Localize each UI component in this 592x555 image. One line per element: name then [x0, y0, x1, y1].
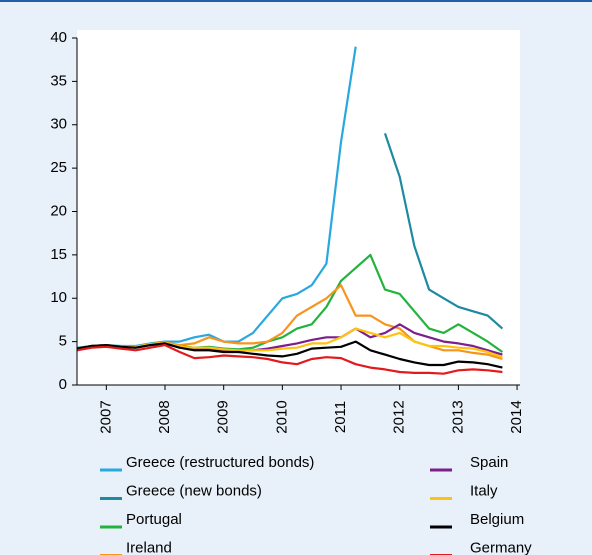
y-tick-label: 15 [50, 246, 67, 263]
y-tick-label: 5 [59, 333, 67, 350]
y-tick-label: 40 [50, 29, 67, 46]
top-border [0, 0, 592, 2]
legend-label: Italy [470, 482, 498, 499]
legend-label: Portugal [126, 511, 182, 528]
y-tick-label: 30 [50, 116, 67, 133]
x-tick-label: 2009 [215, 400, 232, 433]
x-tick-label: 2011 [332, 401, 349, 433]
y-tick-label: 10 [50, 289, 67, 306]
x-tick-label: 2007 [97, 400, 114, 433]
y-tick-label: 20 [50, 202, 67, 219]
legend-label: Ireland [126, 539, 172, 555]
y-tick-label: 0 [59, 376, 67, 393]
x-tick-label: 2010 [273, 400, 290, 433]
legend-label: Spain [470, 454, 508, 471]
plot-area [77, 30, 520, 385]
series-line [76, 340, 503, 369]
x-tick-label: 2014 [508, 400, 525, 433]
legend-label: Belgium [470, 511, 524, 528]
x-tick-label: 2008 [156, 400, 173, 433]
series-line [76, 344, 503, 375]
series-line [383, 133, 504, 330]
x-tick-label: 2012 [391, 400, 408, 433]
legend-label: Germany [470, 539, 532, 555]
y-tick-label: 35 [50, 72, 67, 89]
legend-label: Greece (new bonds) [126, 482, 262, 499]
legend-label: Greece (restructured bonds) [126, 454, 314, 471]
y-tick-label: 25 [50, 159, 67, 176]
x-tick-label: 2013 [449, 400, 466, 433]
